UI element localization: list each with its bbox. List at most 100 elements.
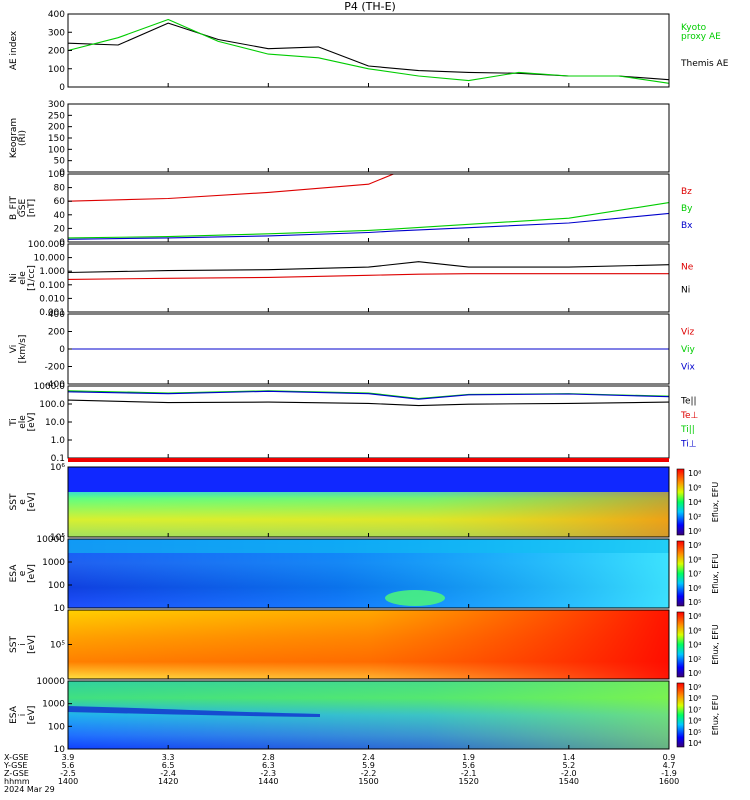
trace-ni-ele-ni: [67, 261, 670, 274]
legend-ae: Kyoto: [681, 23, 707, 33]
ytick-label-velocity: 200: [48, 328, 65, 338]
ytick-label-sst_e: 10⁵: [50, 533, 65, 543]
colorbar-tick-esa_e: 10⁵: [688, 598, 701, 607]
xtick-label: 1.4: [562, 753, 575, 762]
ylabel-esa_i: ESA: [9, 705, 19, 724]
colorbar-tick-sst_e: 10²: [688, 513, 701, 522]
xtick-label: 6.3: [262, 761, 275, 770]
ytick-label-density: 0.010: [39, 294, 65, 304]
legend-temperature: Ti||: [680, 425, 695, 435]
x-axis-block: 3.95.6-2.514003.36.5-2.414202.86.3-2.314…: [3, 753, 679, 794]
colorbar-esa_e: [676, 540, 685, 607]
xtick-label: -2.5: [60, 769, 76, 778]
esa-e-green-patch: [385, 590, 445, 606]
ytick-label-esa_e: 10: [54, 604, 66, 614]
ytick-label-temperature: 10.0: [45, 418, 65, 428]
ytick-label-density: 10.000: [34, 254, 66, 264]
ytick-label-keogram: 300: [48, 100, 65, 110]
ytick-label-velocity: 400: [48, 310, 65, 320]
ylabel-sst_i: SST: [9, 636, 19, 653]
trace-b-fit-gse-bz: [67, 173, 394, 202]
xtick-label: 1400: [58, 777, 78, 786]
xtick-label: 5.6: [62, 761, 75, 770]
xtick-label: 4.7: [663, 761, 676, 770]
orbit-status-bar: [68, 458, 669, 462]
ytick-label-temperature: 1.0: [51, 436, 66, 446]
ytick-label-keogram: 250: [48, 111, 65, 121]
sst-i-spectrogram-trend: [68, 610, 669, 679]
ylabel-esa_e: ESA: [9, 564, 19, 583]
ytick-label-esa_i: 10000: [36, 677, 65, 687]
xtick-label: 0.9: [663, 753, 676, 762]
legend-temperature: Te||: [680, 396, 697, 406]
ytick-label-esa_i: 1000: [42, 700, 65, 710]
xtick-label: 1420: [158, 777, 178, 786]
ylabel-density: ele: [18, 271, 28, 285]
xtick-label: -2.1: [461, 769, 477, 778]
ylabel-keogram: Keogram: [9, 118, 19, 158]
xtick-label: 6.5: [162, 761, 175, 770]
ylabel-sst_e: e: [18, 499, 28, 505]
ytick-label-temperature: 1000.0: [34, 382, 66, 392]
xtick-label: 2.8: [262, 753, 275, 762]
xtick-label: 5.9: [362, 761, 375, 770]
ylabel-density: [1/cc]: [27, 265, 37, 291]
colorbar-tick-sst_e: 10⁶: [688, 484, 701, 493]
colorbar-tick-sst_e: 10⁸: [688, 469, 701, 478]
colorbar-label-esa_i: Eflux, EFU: [711, 695, 720, 736]
trace-ni-ele-ne: [67, 273, 669, 280]
xtick-label: -2.3: [261, 769, 277, 778]
colorbar-tick-esa_i: 10⁹: [688, 683, 701, 692]
colorbar-tick-esa_i: 10⁶: [688, 717, 701, 726]
ytick-label-ae: 300: [48, 28, 65, 38]
ylabel-bfield: [nT]: [27, 199, 37, 217]
legend-temperature: Ti⊥: [680, 440, 697, 450]
ytick-label-velocity: -400: [45, 380, 66, 390]
colorbar-tick-esa_i: 10⁷: [688, 705, 701, 714]
colorbar-tick-sst_i: 10⁰: [688, 669, 701, 678]
esa-e-top-band: [68, 539, 669, 553]
xtick-label: 1540: [559, 777, 579, 786]
ytick-label-sst_e: 10⁶: [50, 463, 65, 473]
trace-ti-ele-te-: [67, 399, 670, 407]
ylabel-temperature: Ti: [9, 418, 19, 427]
ytick-label-keogram: 0: [59, 168, 65, 178]
legend-velocity: Viy: [681, 345, 695, 355]
ytick-label-bfield: 40: [54, 211, 66, 221]
ylabel-density: Ni: [9, 273, 19, 282]
ytick-label-density: 100.000: [28, 240, 65, 250]
ytick-label-velocity: -200: [45, 363, 66, 373]
legend-bfield: By: [681, 204, 693, 214]
ytick-label-bfield: 100: [48, 170, 65, 180]
colorbar-esa_i: [676, 682, 685, 748]
xtick-label: -1.9: [661, 769, 677, 778]
ylabel-bfield: B_FIT: [9, 196, 19, 221]
ylabel-velocity: Vi: [9, 345, 19, 353]
colorbar-tick-sst_i: 10⁴: [688, 641, 701, 650]
legend-velocity: Vix: [681, 363, 695, 373]
trace-ae-index-kyoto-proxy-ae: [67, 18, 670, 84]
colorbar-sst_e: [676, 468, 685, 536]
ylabel-sst_e: [eV]: [27, 493, 37, 512]
ytick-label-bfield: 60: [54, 197, 66, 207]
ytick-label-esa_e: 100: [48, 581, 65, 591]
xtick-label: 3.3: [162, 753, 175, 762]
ylabel-esa_e: e: [18, 570, 28, 576]
ytick-label-bfield: 80: [54, 184, 66, 194]
colorbar-tick-sst_i: 10²: [688, 655, 701, 664]
ytick-label-density: 0.001: [39, 308, 65, 318]
ytick-label-esa_e: 1000: [42, 558, 65, 568]
panel-temperature-background: [68, 386, 669, 458]
xtick-label: 1.9: [462, 753, 475, 762]
ylabel-keogram: (RI): [18, 130, 28, 146]
ylabel-sst_i: i: [18, 643, 28, 646]
colorbar-label-sst_i: Eflux, EFU: [711, 624, 720, 665]
colorbar-tick-esa_e: 10⁸: [688, 555, 701, 564]
ytick-label-keogram: 200: [48, 123, 65, 133]
ylabel-esa_i: [eV]: [27, 706, 37, 725]
legend-density: Ne: [681, 263, 694, 273]
trace-b-fit-gse-by: [67, 202, 670, 239]
ytick-label-velocity: 0: [59, 345, 65, 355]
ytick-label-density: 1.000: [39, 267, 65, 277]
